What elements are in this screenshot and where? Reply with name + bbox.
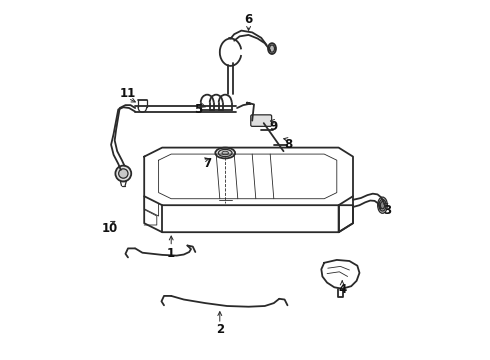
FancyBboxPatch shape — [251, 115, 271, 126]
Text: 6: 6 — [245, 13, 253, 26]
Text: 1: 1 — [167, 247, 175, 260]
Ellipse shape — [215, 148, 235, 158]
Ellipse shape — [268, 43, 276, 54]
Ellipse shape — [219, 149, 232, 157]
Ellipse shape — [379, 199, 386, 211]
Circle shape — [116, 166, 131, 181]
Text: 3: 3 — [383, 204, 391, 217]
Text: 7: 7 — [203, 157, 211, 170]
Text: 2: 2 — [216, 323, 224, 336]
Ellipse shape — [222, 151, 228, 155]
Ellipse shape — [378, 197, 388, 213]
Text: 5: 5 — [194, 103, 202, 116]
Text: 11: 11 — [120, 87, 136, 100]
Ellipse shape — [270, 45, 274, 52]
Text: 9: 9 — [270, 120, 278, 132]
Ellipse shape — [380, 202, 385, 209]
Text: 8: 8 — [284, 138, 293, 150]
Circle shape — [119, 169, 128, 178]
Text: 10: 10 — [102, 222, 118, 235]
Text: 4: 4 — [338, 283, 346, 296]
